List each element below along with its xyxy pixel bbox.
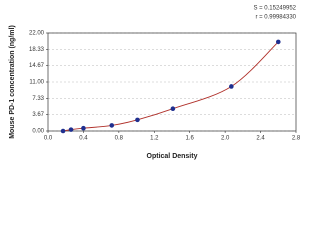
x-tick-label: 2.0 (221, 136, 230, 142)
y-tick-label: 22.00 (29, 31, 45, 37)
x-tick-label: 0.4 (79, 136, 88, 142)
y-tick-label: 0.00 (32, 129, 44, 135)
x-tick-label: 1.2 (150, 136, 159, 142)
y-tick-label: 3.67 (32, 112, 44, 118)
data-point (135, 117, 140, 123)
x-tick-label: 1.6 (186, 136, 195, 142)
y-tick-label: 7.33 (32, 96, 44, 102)
x-tick-label: 0.0 (44, 136, 53, 142)
y-tick-label: 11.00 (29, 80, 44, 86)
annotation: S = 0.15249952 (253, 6, 296, 12)
page: S = 0.15249952 r = 0.99984330 Optical De… (0, 0, 300, 200)
plot-frame (47, 32, 297, 132)
data-point (170, 106, 176, 112)
data-point (68, 127, 74, 132)
x-tick-label: 2.4 (256, 136, 265, 142)
x-tick-label: 2.8 (292, 136, 300, 142)
data-point (229, 84, 234, 89)
chart: S = 0.15249952 r = 0.99984330 Optical De… (0, 0, 300, 200)
y-axis-label: Mouse PD-1 concentration (ng/ml) (9, 25, 16, 139)
x-tick-label: 0.8 (115, 136, 124, 142)
data-point (275, 39, 281, 45)
x-axis-label: Optical Density (147, 153, 198, 160)
data-point (109, 123, 115, 128)
y-tick-label: 18.33 (29, 47, 45, 53)
background (0, 0, 300, 200)
annotation: r = 0.99984330 (255, 15, 296, 21)
y-tick-label: 14.67 (29, 63, 45, 69)
data-point (60, 128, 66, 134)
data-point (81, 125, 86, 131)
